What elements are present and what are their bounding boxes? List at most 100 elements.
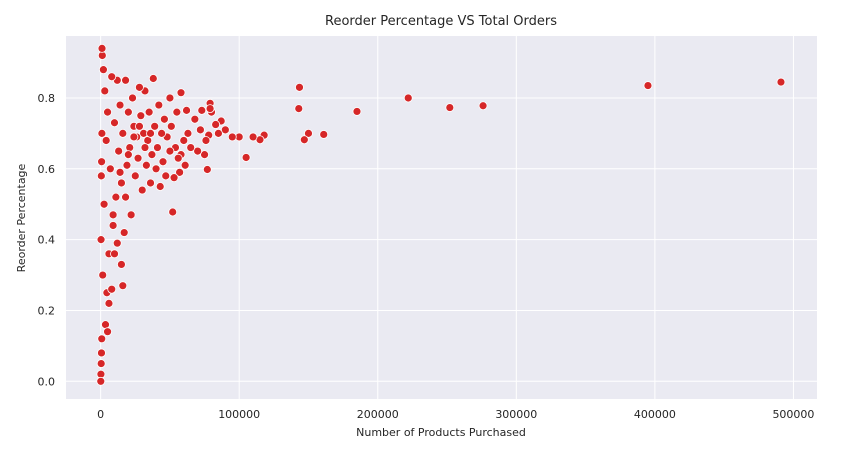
data-point (97, 348, 106, 358)
data-point (295, 82, 304, 92)
data-point (403, 93, 413, 103)
data-point (99, 65, 108, 75)
data-point (97, 128, 107, 138)
data-point (176, 88, 186, 98)
data-point (121, 192, 130, 202)
data-point (158, 157, 168, 167)
data-point (103, 107, 112, 117)
data-point (445, 103, 455, 112)
data-point (211, 120, 221, 129)
data-point (118, 281, 128, 291)
data-point (147, 150, 157, 160)
data-point (159, 114, 169, 124)
data-point (100, 86, 110, 96)
data-point (643, 81, 653, 90)
data-point (146, 128, 155, 138)
data-point (165, 93, 175, 103)
data-points (96, 43, 786, 386)
data-point (96, 235, 106, 245)
data-point (157, 128, 167, 138)
data-point (107, 284, 117, 294)
data-point (150, 121, 160, 131)
data-point (190, 114, 200, 124)
data-point (135, 82, 144, 92)
data-point (186, 143, 196, 152)
data-point (104, 298, 114, 308)
y-tick-label: 0.8 (38, 92, 56, 105)
y-tick-label: 0.0 (38, 375, 56, 388)
data-point (97, 334, 107, 344)
data-point (294, 104, 304, 113)
data-point (202, 165, 212, 174)
data-point (241, 153, 251, 162)
x-tick-label: 100000 (218, 408, 260, 421)
data-point (141, 160, 151, 170)
x-tick-label: 200000 (357, 408, 399, 421)
data-point (110, 118, 119, 128)
data-point (130, 171, 140, 181)
data-point (101, 136, 111, 145)
data-point (108, 221, 118, 230)
data-point (96, 359, 106, 368)
data-point (97, 157, 107, 167)
data-point (319, 130, 329, 139)
x-tick-label: 300000 (495, 408, 537, 421)
data-point (97, 43, 107, 53)
data-point (107, 72, 117, 82)
y-tick-label: 0.4 (38, 234, 56, 247)
data-point (108, 210, 118, 220)
data-point (172, 107, 182, 117)
data-point (200, 150, 209, 160)
x-axis-label: Number of Products Purchased (356, 426, 526, 439)
data-point (193, 146, 203, 156)
data-point (183, 128, 193, 138)
data-point (173, 153, 183, 163)
plot-area (66, 36, 817, 399)
data-point (175, 167, 185, 177)
x-tick-label: 0 (97, 408, 104, 421)
data-point (99, 199, 109, 209)
data-point (182, 105, 191, 115)
data-point (112, 238, 122, 248)
data-point (220, 125, 230, 135)
data-point (352, 107, 362, 116)
data-point (248, 132, 258, 142)
data-point (161, 171, 171, 181)
data-point (205, 104, 215, 113)
chart-title: Reorder Percentage VS Total Orders (325, 14, 557, 29)
data-point (98, 270, 108, 280)
data-point (299, 135, 309, 145)
data-point (196, 125, 205, 135)
data-point (96, 171, 106, 181)
data-point (144, 107, 154, 117)
data-point (119, 228, 129, 237)
y-axis-label: Reorder Percentage (15, 163, 28, 272)
data-point (110, 249, 119, 259)
data-point (105, 164, 115, 174)
data-point (140, 143, 150, 152)
data-point (155, 182, 165, 191)
data-point (179, 136, 189, 145)
data-point (123, 150, 133, 160)
data-point (201, 136, 211, 145)
data-point (136, 111, 146, 121)
data-point (128, 93, 137, 103)
data-point (214, 128, 223, 138)
data-point (146, 178, 155, 188)
x-axis-ticks: 0 100000 200000 300000 400000 500000 (97, 408, 814, 421)
data-point (122, 160, 132, 170)
data-point (166, 121, 176, 131)
data-point (115, 100, 125, 110)
data-point (103, 327, 112, 337)
data-point (96, 376, 106, 386)
x-tick-label: 500000 (772, 408, 814, 421)
y-axis-ticks: 0.0 0.2 0.4 0.6 0.8 (38, 92, 56, 388)
data-point (227, 132, 237, 142)
data-point (118, 128, 128, 138)
data-point (197, 105, 207, 115)
data-point (111, 192, 121, 202)
data-point (121, 75, 130, 85)
data-point (153, 143, 162, 152)
data-point (165, 146, 175, 156)
